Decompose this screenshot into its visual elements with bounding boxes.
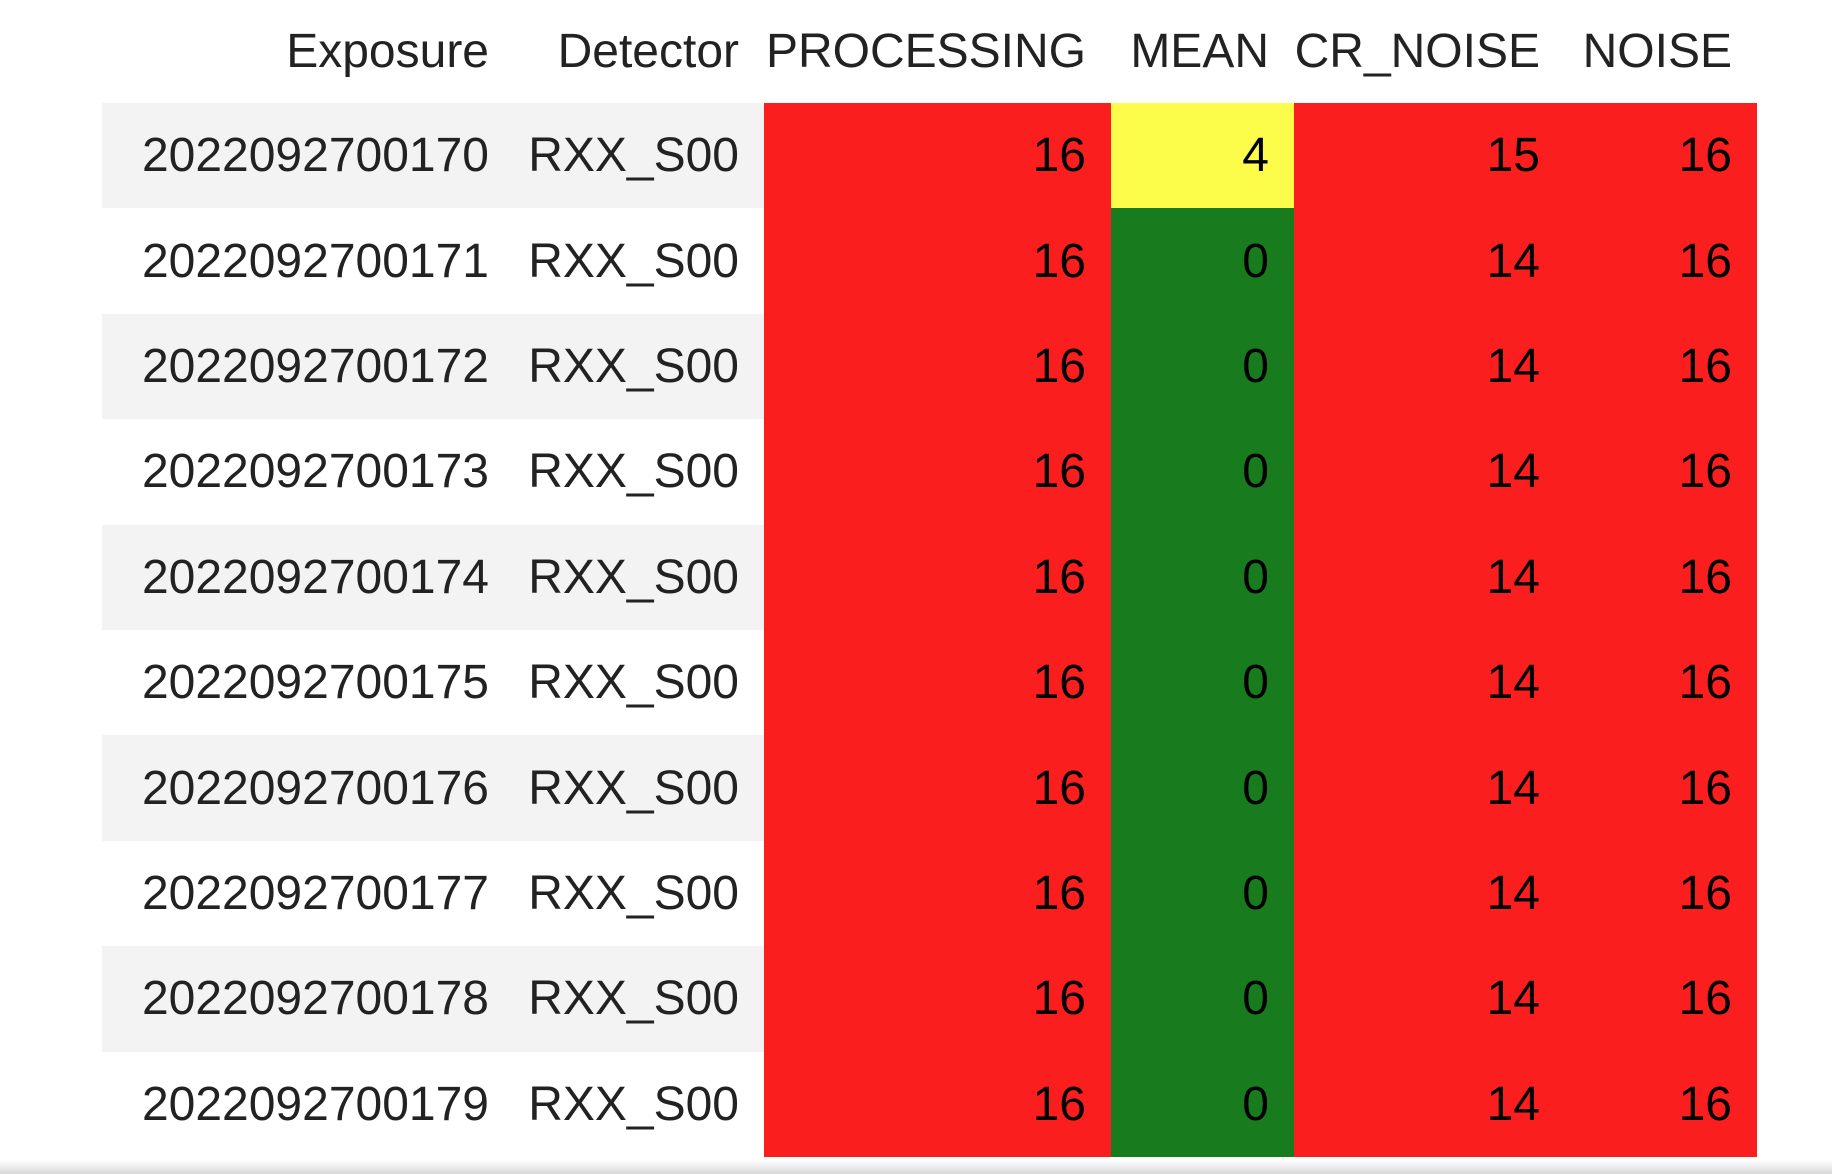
cell-noise: 16 (1565, 629, 1757, 736)
table-row: 2022092700173 RXX_S00 16 0 14 16 (102, 419, 1757, 525)
cell-processing: 16 (764, 629, 1111, 736)
cell-cr-noise: 14 (1294, 524, 1565, 630)
table-row: 2022092700176 RXX_S00 16 0 14 16 (102, 735, 1757, 841)
cell-noise: 16 (1565, 313, 1757, 420)
cell-noise: 16 (1565, 208, 1757, 314)
table-row: 2022092700178 RXX_S00 16 0 14 16 (102, 946, 1757, 1052)
cell-processing: 16 (764, 313, 1111, 420)
cell-processing: 16 (764, 840, 1111, 947)
qa-results-table: Exposure Detector PROCESSING MEAN CR_NOI… (102, 0, 1757, 1157)
table-row: 2022092700171 RXX_S00 16 0 14 16 (102, 208, 1757, 314)
cell-cr-noise: 14 (1294, 419, 1565, 525)
column-header-cr-noise: CR_NOISE (1294, 25, 1540, 78)
column-header-noise: NOISE (1582, 25, 1732, 78)
cell-mean: 0 (1111, 946, 1294, 1052)
cell-exposure: 2022092700171 (141, 234, 489, 288)
cell-cr-noise: 14 (1294, 1051, 1565, 1157)
cell-exposure: 2022092700179 (141, 1077, 489, 1131)
cell-cr-noise: 14 (1294, 629, 1565, 736)
table-row: 2022092700174 RXX_S00 16 0 14 16 (102, 524, 1757, 630)
cell-exposure: 2022092700177 (141, 866, 489, 920)
cell-noise: 16 (1565, 735, 1757, 841)
cell-exposure: 2022092700175 (141, 656, 489, 710)
cell-processing: 16 (764, 1051, 1111, 1157)
cell-exposure: 2022092700176 (102, 735, 514, 841)
cell-detector: RXX_S00 (528, 445, 739, 499)
cell-noise: 16 (1565, 840, 1757, 947)
cell-processing: 16 (764, 946, 1111, 1052)
cell-mean: 0 (1111, 629, 1294, 736)
cell-mean: 0 (1111, 1051, 1294, 1157)
table-row: 2022092700172 RXX_S00 16 0 14 16 (102, 313, 1757, 420)
cell-mean: 0 (1111, 735, 1294, 841)
cell-mean: 0 (1111, 208, 1294, 314)
cell-cr-noise: 14 (1294, 840, 1565, 947)
header-row: Exposure Detector PROCESSING MEAN CR_NOI… (102, 0, 1757, 103)
cell-noise: 16 (1565, 946, 1757, 1052)
cell-cr-noise: 14 (1294, 735, 1565, 841)
cell-processing: 16 (764, 735, 1111, 841)
table-row: 2022092700170 RXX_S00 16 4 15 16 (102, 103, 1757, 209)
cell-exposure: 2022092700173 (141, 445, 489, 499)
cell-detector: RXX_S00 (528, 656, 739, 710)
cell-processing: 16 (764, 524, 1111, 630)
cell-cr-noise: 14 (1294, 946, 1565, 1052)
cell-cr-noise: 14 (1294, 208, 1565, 314)
cell-noise: 16 (1565, 103, 1757, 209)
cell-noise: 16 (1565, 419, 1757, 525)
cell-exposure: 2022092700178 (102, 946, 514, 1052)
table-row: 2022092700179 RXX_S00 16 0 14 16 (102, 1051, 1757, 1157)
window-bottom-edge (0, 1160, 1832, 1174)
column-header-mean: MEAN (1130, 25, 1269, 78)
cell-cr-noise: 15 (1294, 103, 1565, 209)
cell-exposure: 2022092700174 (102, 524, 514, 630)
cell-detector: RXX_S00 (514, 735, 764, 841)
cell-processing: 16 (764, 208, 1111, 314)
cell-detector: RXX_S00 (514, 946, 764, 1052)
cell-detector: RXX_S00 (514, 313, 764, 420)
cell-cr-noise: 14 (1294, 313, 1565, 420)
cell-noise: 16 (1565, 524, 1757, 630)
cell-detector: RXX_S00 (528, 1077, 739, 1131)
cell-noise: 16 (1565, 1051, 1757, 1157)
cell-mean: 0 (1111, 313, 1294, 420)
cell-mean: 0 (1111, 840, 1294, 947)
cell-mean: 0 (1111, 524, 1294, 630)
cell-detector: RXX_S00 (514, 524, 764, 630)
column-header-exposure: Exposure (286, 25, 489, 78)
table-row: 2022092700177 RXX_S00 16 0 14 16 (102, 840, 1757, 947)
column-header-detector: Detector (557, 25, 739, 78)
column-header-processing: PROCESSING (765, 25, 1086, 78)
table-row: 2022092700175 RXX_S00 16 0 14 16 (102, 629, 1757, 736)
cell-processing: 16 (764, 419, 1111, 525)
cell-mean: 0 (1111, 419, 1294, 525)
cell-exposure: 2022092700170 (102, 103, 514, 209)
cell-detector: RXX_S00 (514, 103, 764, 209)
cell-exposure: 2022092700172 (102, 313, 514, 420)
cell-detector: RXX_S00 (528, 234, 739, 288)
cell-detector: RXX_S00 (528, 866, 739, 920)
cell-mean: 4 (1111, 103, 1294, 209)
cell-processing: 16 (764, 103, 1111, 209)
